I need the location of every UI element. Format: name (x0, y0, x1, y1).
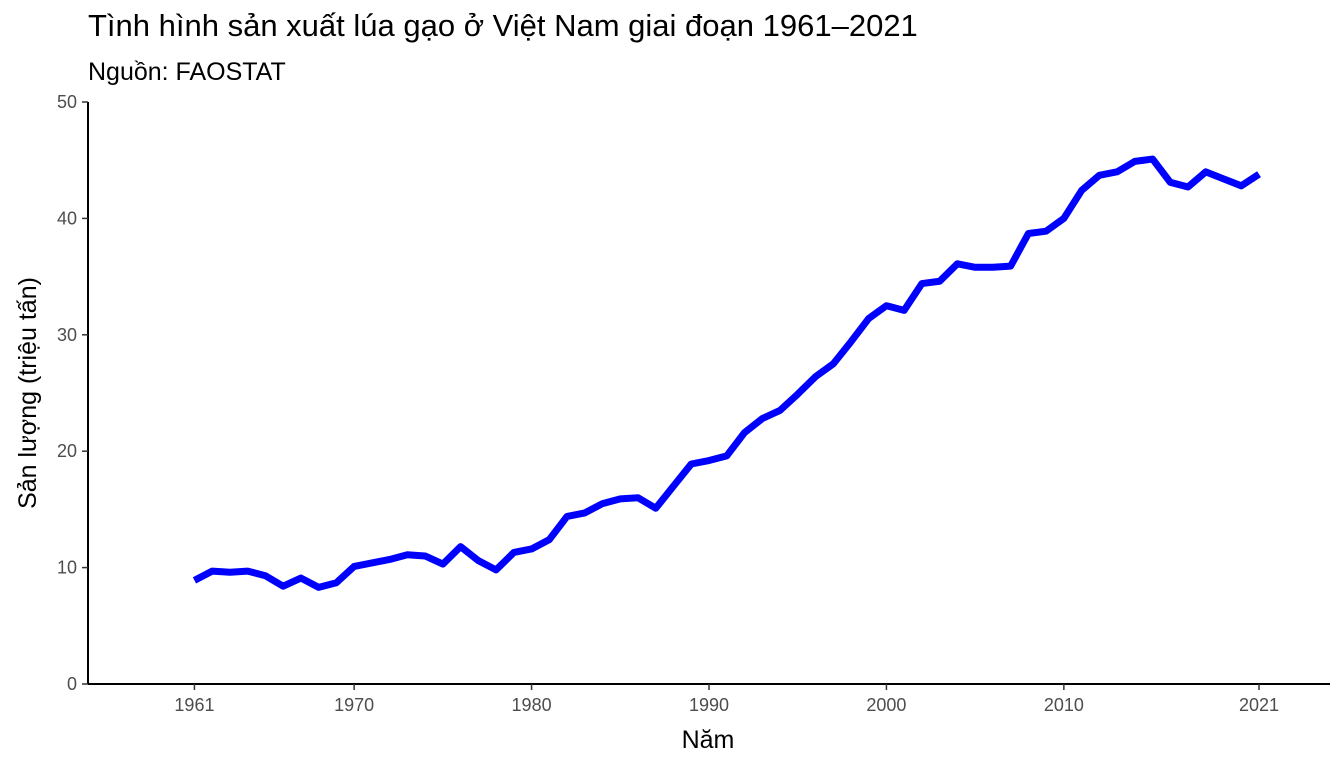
data-point (244, 568, 251, 575)
y-axis-title: Sản lượng (triệu tấn) (14, 277, 42, 509)
data-point (457, 543, 464, 550)
data-point (652, 505, 659, 512)
data-point (918, 280, 925, 287)
data-point (1078, 187, 1085, 194)
data-point (297, 575, 304, 582)
data-point (741, 429, 748, 436)
data-point (723, 452, 730, 459)
data-point (439, 561, 446, 568)
data-point (1185, 183, 1192, 190)
x-tick-label: 1961 (174, 695, 214, 715)
y-tick-label: 20 (57, 441, 77, 461)
data-point (599, 500, 606, 507)
data-point (1220, 175, 1227, 182)
data-point (315, 584, 322, 591)
data-point (510, 549, 517, 556)
y-tick-label: 30 (57, 325, 77, 345)
data-point (794, 391, 801, 398)
data-point (635, 494, 642, 501)
data-point (191, 577, 198, 584)
data-point (1167, 179, 1174, 186)
data-point (759, 415, 766, 422)
data-point (1202, 168, 1209, 175)
data-point (564, 513, 571, 520)
x-tick-label: 1980 (512, 695, 552, 715)
data-point (936, 278, 943, 285)
x-tick-label: 2021 (1239, 695, 1279, 715)
data-point (812, 373, 819, 380)
data-point (386, 556, 393, 563)
axes: 0 10 20 30 40 50 1961 1970 1980 1990 2000 2010 2021 (57, 92, 1330, 715)
data-point (1025, 230, 1032, 237)
data-point (581, 509, 588, 516)
data-point (280, 583, 287, 590)
x-tick-label: 1990 (689, 695, 729, 715)
data-point (1096, 172, 1103, 179)
data-point (1043, 228, 1050, 235)
data-point (847, 338, 854, 345)
data-point (830, 360, 837, 367)
x-tick-label: 2010 (1044, 695, 1084, 715)
data-point (209, 568, 216, 575)
data-point (1114, 168, 1121, 175)
data-point (493, 566, 500, 573)
x-tick-label: 1970 (334, 695, 374, 715)
data-point (475, 557, 482, 564)
data-point (1238, 182, 1245, 189)
data-point (1060, 215, 1067, 222)
data-point (954, 260, 961, 267)
x-tick-label: 2000 (866, 695, 906, 715)
data-point (351, 563, 358, 570)
data-point (1149, 156, 1156, 163)
x-axis-title: Năm (682, 726, 735, 754)
chart-title: Tình hình sản xuất lúa gạo ở Việt Nam gi… (88, 8, 918, 43)
data-point (617, 495, 624, 502)
data-point (1131, 158, 1138, 165)
data-point (670, 483, 677, 490)
data-point (972, 264, 979, 271)
data-point (776, 407, 783, 414)
data-point (226, 569, 233, 576)
y-tick-label: 40 (57, 208, 77, 228)
data-point (688, 461, 695, 468)
data-point (1007, 263, 1014, 270)
data-point (706, 457, 713, 464)
y-tick-label: 0 (67, 674, 77, 694)
data-point (528, 545, 535, 552)
data-point (404, 551, 411, 558)
data-point (901, 307, 908, 314)
data-point (422, 552, 429, 559)
data-point (368, 559, 375, 566)
y-tick-label: 50 (57, 92, 77, 112)
chart-subtitle: Nguồn: FAOSTAT (88, 58, 286, 86)
series-layer (191, 155, 1263, 591)
data-point (865, 315, 872, 322)
data-point (989, 264, 996, 271)
data-point (262, 572, 269, 579)
series-line (192, 155, 1261, 591)
y-tick-label: 10 (57, 558, 77, 578)
data-point (333, 579, 340, 586)
data-point (1256, 171, 1263, 178)
data-point (546, 536, 553, 543)
data-point (883, 302, 890, 309)
